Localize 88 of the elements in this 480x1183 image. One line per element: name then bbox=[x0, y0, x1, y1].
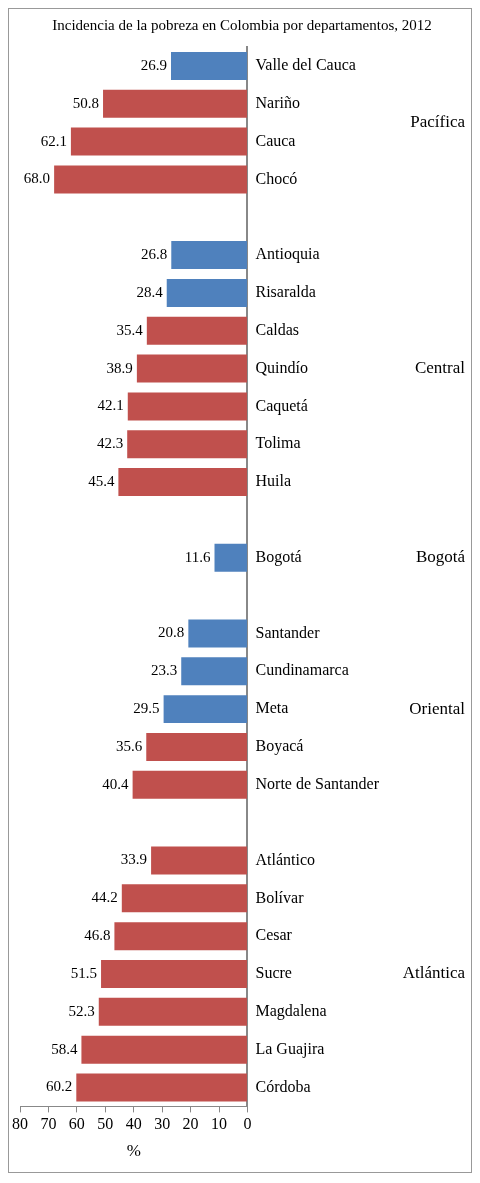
bar bbox=[70, 127, 247, 156]
x-tick-label: 30 bbox=[154, 1115, 171, 1133]
x-axis-title: % bbox=[126, 1141, 141, 1161]
y-tick-label: Chocó bbox=[255, 169, 298, 187]
data-label: 42.3 bbox=[96, 435, 124, 452]
chart-title: Incidencia de la pobreza en Colombia por departamentos, 2012 bbox=[52, 16, 432, 33]
y-tick-label: Bogotá bbox=[255, 547, 302, 566]
data-label: 33.9 bbox=[120, 851, 148, 868]
data-label: 52.3 bbox=[68, 1002, 95, 1019]
data-label: 29.5 bbox=[133, 700, 160, 717]
x-tick-label: 40 bbox=[125, 1115, 142, 1133]
x-tick-label: 80 bbox=[12, 1115, 28, 1133]
y-tick-label: Quindío bbox=[255, 358, 308, 376]
y-tick-label: Cauca bbox=[255, 131, 296, 149]
bar bbox=[146, 732, 247, 761]
y-tick-label: Caldas bbox=[255, 320, 300, 338]
bar bbox=[163, 695, 247, 724]
bar bbox=[101, 959, 247, 988]
y-tick-label: Cesar bbox=[255, 926, 293, 944]
bar bbox=[98, 997, 247, 1026]
bar bbox=[81, 1035, 247, 1064]
data-label: 20.8 bbox=[158, 624, 185, 641]
data-label: 26.8 bbox=[141, 246, 168, 263]
x-tick-label: 10 bbox=[211, 1115, 228, 1133]
data-label: 38.9 bbox=[106, 359, 133, 376]
y-tick-label: Santander bbox=[255, 623, 321, 641]
y-tick-label: Córdoba bbox=[255, 1077, 311, 1095]
y-tick-label: La Guajira bbox=[255, 1039, 325, 1058]
y-tick-label: Bolívar bbox=[255, 888, 305, 906]
bar bbox=[54, 165, 247, 194]
data-label: 35.4 bbox=[116, 321, 144, 338]
data-label: 40.4 bbox=[102, 775, 130, 792]
y-tick-label: Antioquia bbox=[255, 245, 320, 264]
bar bbox=[181, 657, 247, 686]
data-label: 42.1 bbox=[97, 397, 124, 414]
bar bbox=[103, 89, 247, 118]
text: Central bbox=[414, 358, 466, 378]
bar bbox=[214, 543, 247, 572]
bar bbox=[188, 619, 247, 648]
bar bbox=[146, 316, 247, 345]
y-tick-label: Huila bbox=[255, 472, 292, 490]
data-label: 35.6 bbox=[116, 737, 143, 754]
x-tick-label: 50 bbox=[97, 1115, 114, 1133]
bar bbox=[118, 468, 247, 497]
data-label: 44.2 bbox=[91, 889, 118, 906]
bar bbox=[171, 241, 247, 270]
y-tick-label: Tolima bbox=[255, 434, 301, 452]
data-label: 60.2 bbox=[46, 1078, 73, 1095]
bar bbox=[76, 1073, 247, 1102]
y-tick-label: Caquetá bbox=[255, 396, 308, 415]
data-label: 23.3 bbox=[150, 662, 178, 679]
y-tick-label: Meta bbox=[255, 699, 289, 717]
y-tick-label: Sucre bbox=[255, 964, 292, 982]
data-label: 58.4 bbox=[51, 1040, 78, 1057]
bar bbox=[114, 922, 247, 951]
bar bbox=[151, 846, 247, 875]
y-tick-label: Valle del Cauca bbox=[255, 56, 356, 74]
y-tick-label: Atlántico bbox=[255, 850, 316, 868]
text: Oriental bbox=[409, 698, 466, 718]
data-label: 11.6 bbox=[184, 548, 211, 565]
y-tick-label: Magdalena bbox=[255, 1002, 327, 1021]
bar bbox=[127, 392, 247, 421]
data-label: 26.9 bbox=[140, 56, 167, 73]
data-label: 45.4 bbox=[88, 473, 115, 490]
x-tick-label: 70 bbox=[40, 1115, 57, 1133]
text: Atlántica bbox=[402, 963, 466, 983]
y-tick-label: Risaralda bbox=[255, 283, 316, 301]
text: Pacífica bbox=[410, 112, 466, 132]
bar bbox=[166, 278, 247, 307]
bar bbox=[127, 430, 247, 459]
data-label: 28.4 bbox=[136, 283, 164, 300]
data-label: 51.5 bbox=[70, 964, 98, 981]
text: Bogotá bbox=[415, 547, 466, 567]
y-tick-label: Boyacá bbox=[255, 737, 304, 756]
data-label: 68.0 bbox=[23, 170, 51, 187]
bar bbox=[136, 354, 247, 383]
x-tick-label: 0 bbox=[243, 1115, 252, 1133]
y-tick-label: Norte de Santander bbox=[255, 775, 380, 792]
data-label: 62.1 bbox=[40, 132, 67, 149]
data-label: 50.8 bbox=[72, 94, 100, 111]
y-tick-label: Cundinamarca bbox=[255, 661, 349, 679]
x-tick-label: 60 bbox=[68, 1115, 85, 1133]
x-tick-label: 20 bbox=[182, 1115, 199, 1133]
data-label: 46.8 bbox=[84, 927, 111, 944]
bar bbox=[132, 770, 247, 799]
y-tick-label: Nariño bbox=[255, 93, 300, 111]
bar bbox=[171, 51, 247, 80]
bar bbox=[121, 884, 247, 913]
